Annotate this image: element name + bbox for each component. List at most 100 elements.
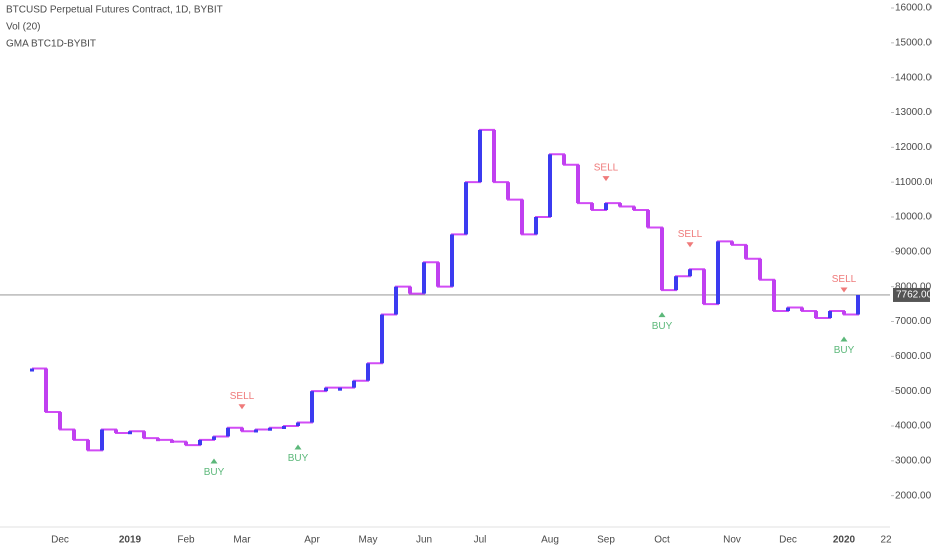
candle xyxy=(58,412,62,430)
candle xyxy=(548,154,552,217)
buy-marker xyxy=(294,444,302,450)
candle xyxy=(268,427,272,431)
y-tick-label: 10000.00 xyxy=(895,212,932,223)
candle xyxy=(394,286,398,315)
y-tick-label: 16000.00 xyxy=(895,3,932,14)
y-tick-label: 12000.00 xyxy=(895,142,932,153)
y-tick-label: 8000.00 xyxy=(895,281,932,292)
candle xyxy=(744,244,748,259)
x-tick-label: Dec xyxy=(51,535,69,546)
candle xyxy=(310,391,314,423)
buy-label: BUY xyxy=(834,345,855,356)
buy-marker xyxy=(210,458,218,464)
last-price-tag xyxy=(893,287,930,302)
sell-label: SELL xyxy=(230,391,255,402)
y-tick-label: 7000.00 xyxy=(895,316,932,327)
candle xyxy=(212,436,216,440)
candle xyxy=(492,129,496,183)
x-tick-label: Aug xyxy=(541,535,559,546)
candle xyxy=(716,241,720,305)
candle xyxy=(786,307,790,312)
sell-label: SELL xyxy=(678,229,703,240)
candle xyxy=(226,427,230,437)
candle xyxy=(142,431,146,439)
y-tick-label: 2000.00 xyxy=(895,490,932,501)
candle xyxy=(366,363,370,381)
sell-marker xyxy=(686,242,694,248)
candle xyxy=(408,286,412,294)
y-tick-label: 6000.00 xyxy=(895,351,932,362)
y-tick-label: 5000.00 xyxy=(895,386,932,397)
candle xyxy=(254,429,258,433)
candle xyxy=(688,269,692,277)
sell-marker xyxy=(238,404,246,410)
indicator-label: GMA BTC1D-BYBIT xyxy=(6,39,96,50)
y-tick-label: 9000.00 xyxy=(895,246,932,257)
candle xyxy=(100,429,104,451)
candle xyxy=(156,438,160,442)
y-tick-label: 14000.00 xyxy=(895,72,932,83)
candle xyxy=(814,311,818,319)
x-tick-label: 2019 xyxy=(119,535,142,546)
x-tick-label: Jul xyxy=(474,535,487,546)
candle xyxy=(576,164,580,204)
candle xyxy=(842,311,846,315)
y-tick-label: 3000.00 xyxy=(895,455,932,466)
candle xyxy=(352,380,356,388)
indicator-label: Vol (20) xyxy=(6,22,40,33)
last-price-label: 7762.00 xyxy=(896,290,932,301)
x-tick-label: Mar xyxy=(233,535,251,546)
x-tick-label: Apr xyxy=(304,535,320,546)
y-tick-label: 15000.00 xyxy=(895,37,932,48)
candle xyxy=(590,203,594,211)
buy-label: BUY xyxy=(652,321,673,332)
candle xyxy=(702,269,706,305)
candle xyxy=(30,368,34,372)
candle xyxy=(324,387,328,392)
candle xyxy=(198,439,202,446)
sell-label: SELL xyxy=(594,163,619,174)
sell-marker xyxy=(840,287,848,293)
candle xyxy=(562,154,566,165)
buy-label: BUY xyxy=(288,453,309,464)
candle xyxy=(240,427,244,432)
buy-marker xyxy=(658,312,666,318)
candle xyxy=(282,425,286,429)
candle xyxy=(800,307,804,312)
candle xyxy=(478,129,482,183)
candle xyxy=(772,279,776,312)
buy-label: BUY xyxy=(204,467,225,478)
x-tick-label: Oct xyxy=(654,535,670,546)
candle xyxy=(534,217,538,235)
candle xyxy=(380,314,384,364)
candle xyxy=(618,203,622,207)
x-tick-label: Feb xyxy=(177,535,195,546)
candle xyxy=(114,429,118,433)
candle xyxy=(184,441,188,446)
candle xyxy=(506,182,510,200)
candle xyxy=(72,429,76,440)
candle xyxy=(464,182,468,235)
x-tick-label: 2020 xyxy=(833,535,856,546)
candle xyxy=(128,431,132,435)
candle xyxy=(604,203,608,211)
x-tick-label: 22 xyxy=(880,535,892,546)
candle xyxy=(828,311,832,319)
sell-marker xyxy=(602,176,610,182)
candle xyxy=(674,276,678,291)
candle xyxy=(44,368,48,413)
candle xyxy=(86,439,90,451)
candle xyxy=(646,210,650,228)
candle xyxy=(422,262,426,294)
x-tick-label: Nov xyxy=(723,535,741,546)
candle xyxy=(338,387,342,391)
sell-label: SELL xyxy=(832,274,857,285)
candle xyxy=(856,294,860,315)
candle xyxy=(436,262,440,287)
chart-title: BTCUSD Perpetual Futures Contract, 1D, B… xyxy=(6,5,223,16)
y-tick-label: 4000.00 xyxy=(895,421,932,432)
y-tick-label: 13000.00 xyxy=(895,107,932,118)
candle xyxy=(660,227,664,291)
x-tick-label: Dec xyxy=(779,535,797,546)
